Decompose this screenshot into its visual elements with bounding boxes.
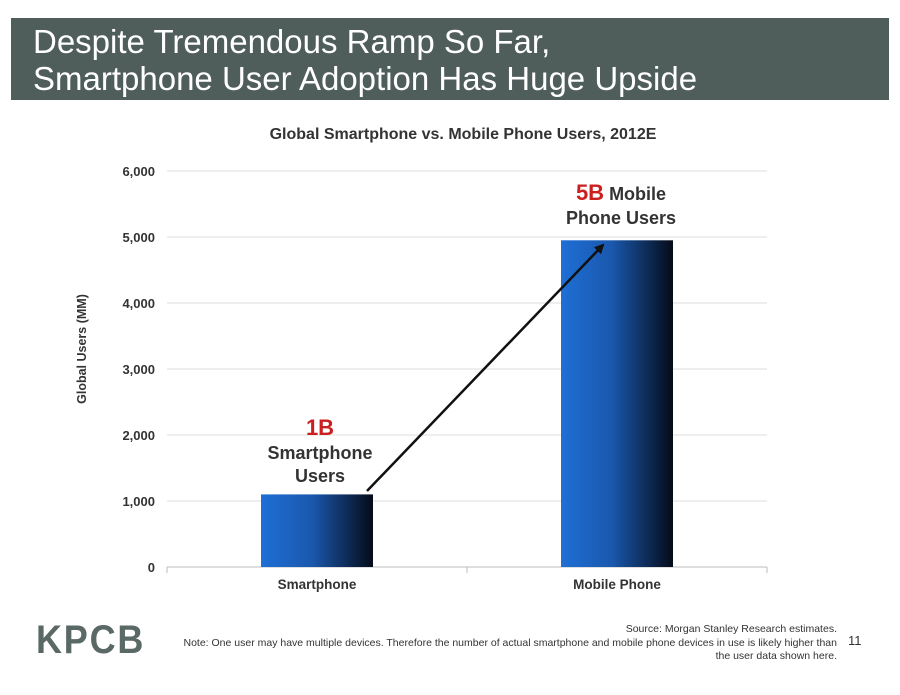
x-tick-label: Smartphone xyxy=(278,577,357,592)
disclaimer-note-line-2: the user data shown here. xyxy=(715,650,837,662)
slide-title-line-1: Despite Tremendous Ramp So Far, xyxy=(33,23,551,60)
y-tick-label: 3,000 xyxy=(122,362,155,377)
annotation-text-smartphone: Smartphone xyxy=(267,443,372,463)
slide-title-line-2: Smartphone User Adoption Has Huge Upside xyxy=(33,60,698,97)
annotation-text-smartphone: Users xyxy=(295,466,345,486)
x-tick-label: Mobile Phone xyxy=(573,577,661,592)
title-bar: Despite Tremendous Ramp So Far, Smartpho… xyxy=(11,18,889,100)
source-note: Source: Morgan Stanley Research estimate… xyxy=(625,623,837,635)
annotation-text-mobile: Mobile xyxy=(604,184,666,204)
bar-smartphone xyxy=(261,494,373,567)
y-tick-label: 2,000 xyxy=(122,428,155,443)
kpcb-logo: KPCB xyxy=(36,618,146,662)
page-number: 11 xyxy=(848,633,862,648)
annotation-value-smartphone: 1B xyxy=(306,415,334,440)
annotation-value-mobile-phone: 5B Mobile xyxy=(576,180,666,205)
bar-mobile-phone xyxy=(561,240,673,568)
y-axis-label: Global Users (MM) xyxy=(75,294,89,404)
y-tick-label: 1,000 xyxy=(122,494,155,509)
annotation-text-mobile-phone: Phone Users xyxy=(566,208,676,228)
chart-title: Global Smartphone vs. Mobile Phone Users… xyxy=(270,126,657,143)
annotation-value-5b: 5B xyxy=(576,180,604,205)
y-tick-label: 0 xyxy=(148,560,155,575)
disclaimer-note-line-1: Note: One user may have multiple devices… xyxy=(183,637,837,649)
growth-arrow xyxy=(366,243,605,492)
y-tick-label: 5,000 xyxy=(122,230,155,245)
y-tick-label: 4,000 xyxy=(122,296,155,311)
y-tick-label: 6,000 xyxy=(122,164,155,179)
